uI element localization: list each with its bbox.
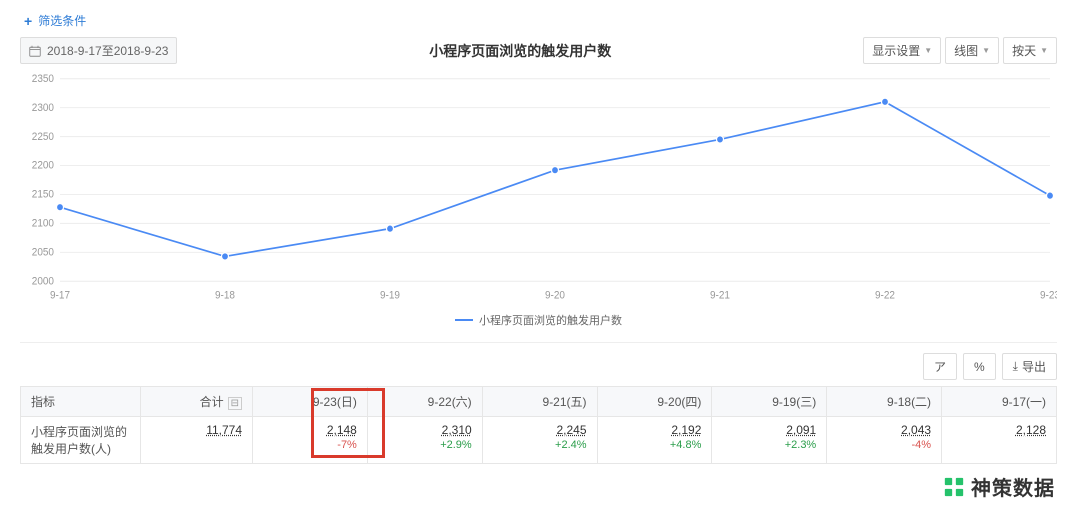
watermark-logo-icon — [943, 476, 965, 498]
calendar-icon — [29, 45, 41, 57]
toolbar: 2018-9-17至2018-9-23 小程序页面浏览的触发用户数 显示设置 ▼… — [20, 37, 1057, 64]
col-date: 9-17(一) — [942, 387, 1057, 417]
watermark: 神策数据 — [943, 472, 1055, 501]
svg-text:9-20: 9-20 — [545, 290, 565, 301]
chart-title: 小程序页面浏览的触发用户数 — [177, 41, 863, 61]
col-date: 9-22(六) — [367, 387, 482, 417]
chart-type-button[interactable]: 线图 ▼ — [945, 37, 999, 64]
col-date: 9-21(五) — [482, 387, 597, 417]
watermark-text: 神策数据 — [971, 472, 1055, 501]
format-glyph-1: ア — [934, 358, 946, 375]
filter-label: 筛选条件 — [38, 12, 86, 29]
export-button[interactable]: ⤓ 导出 — [1002, 353, 1057, 380]
chevron-down-icon: ▼ — [982, 46, 990, 55]
page-root: + 筛选条件 2018-9-17至2018-9-23 小程序页面浏览的触发用户数… — [0, 0, 1077, 511]
svg-text:2000: 2000 — [32, 276, 54, 287]
svg-text:2050: 2050 — [32, 247, 54, 258]
section-divider — [20, 342, 1057, 343]
svg-text:9-22: 9-22 — [875, 290, 895, 301]
col-date: 9-18(二) — [827, 387, 942, 417]
percent-button[interactable]: % — [963, 353, 996, 380]
chart-type-label: 线图 — [954, 42, 978, 59]
col-date: 9-19(三) — [712, 387, 827, 417]
cell-value[interactable]: 2,310+2.9% — [367, 417, 482, 464]
data-table: 指标合计⊟9-23(日)9-22(六)9-21(五)9-20(四)9-19(三)… — [20, 386, 1057, 464]
svg-text:9-17: 9-17 — [50, 290, 70, 301]
date-range-button[interactable]: 2018-9-17至2018-9-23 — [20, 37, 177, 64]
svg-text:2350: 2350 — [32, 74, 54, 85]
svg-text:9-21: 9-21 — [710, 290, 730, 301]
table-toolbar: ア % ⤓ 导出 — [20, 353, 1057, 380]
date-range-text: 2018-9-17至2018-9-23 — [47, 42, 168, 59]
filter-add[interactable]: + 筛选条件 — [20, 12, 1057, 29]
export-label: 导出 — [1022, 358, 1046, 375]
percent-label: % — [974, 360, 985, 374]
svg-text:2300: 2300 — [32, 103, 54, 114]
col-date: 9-23(日) — [253, 387, 368, 417]
cell-value[interactable]: 2,043-4% — [827, 417, 942, 464]
cell-value[interactable]: 2,128 — [942, 417, 1057, 464]
cell-total[interactable]: 11,774 — [141, 417, 253, 464]
chart-area: 2000 2050 2100 2150 2200 2250 2300 2350 9-17 9-18… — [20, 68, 1057, 308]
cell-value[interactable]: 2,091+2.3% — [712, 417, 827, 464]
collapse-icon: ⊟ — [228, 397, 242, 410]
col-total[interactable]: 合计⊟ — [141, 387, 253, 417]
svg-text:9-19: 9-19 — [380, 290, 400, 301]
cell-value[interactable]: 2,245+2.4% — [482, 417, 597, 464]
plus-icon: + — [24, 13, 32, 29]
col-metric: 指标 — [21, 387, 141, 417]
display-settings-label: 显示设置 — [872, 42, 920, 59]
cell-metric: 小程序页面浏览的触发用户数(人) — [21, 417, 141, 464]
cell-value[interactable]: 2,148-7% — [253, 417, 368, 464]
svg-text:9-18: 9-18 — [215, 290, 235, 301]
chart-legend: 小程序页面浏览的触发用户数 — [20, 312, 1057, 328]
line-chart: 2000 2050 2100 2150 2200 2250 2300 2350 9-17 9-18… — [20, 68, 1057, 308]
chevron-down-icon: ▼ — [924, 46, 932, 55]
cell-value[interactable]: 2,192+4.8% — [597, 417, 712, 464]
legend-swatch — [455, 319, 473, 321]
format-button-1[interactable]: ア — [923, 353, 957, 380]
table-header-row: 指标合计⊟9-23(日)9-22(六)9-21(五)9-20(四)9-19(三)… — [21, 387, 1057, 417]
svg-text:2100: 2100 — [32, 218, 54, 229]
col-date: 9-20(四) — [597, 387, 712, 417]
chart-controls: 显示设置 ▼ 线图 ▼ 按天 ▼ — [863, 37, 1057, 64]
svg-text:2250: 2250 — [32, 132, 54, 143]
table-row: 小程序页面浏览的触发用户数(人)11,7742,148-7%2,310+2.9%… — [21, 417, 1057, 464]
svg-text:2150: 2150 — [32, 189, 54, 200]
download-icon: ⤓ — [1013, 359, 1018, 374]
legend-label: 小程序页面浏览的触发用户数 — [479, 312, 622, 328]
granularity-button[interactable]: 按天 ▼ — [1003, 37, 1057, 64]
display-settings-button[interactable]: 显示设置 ▼ — [863, 37, 941, 64]
granularity-label: 按天 — [1012, 42, 1036, 59]
chevron-down-icon: ▼ — [1040, 46, 1048, 55]
svg-text:2200: 2200 — [32, 160, 54, 171]
svg-text:9-23: 9-23 — [1040, 290, 1057, 301]
